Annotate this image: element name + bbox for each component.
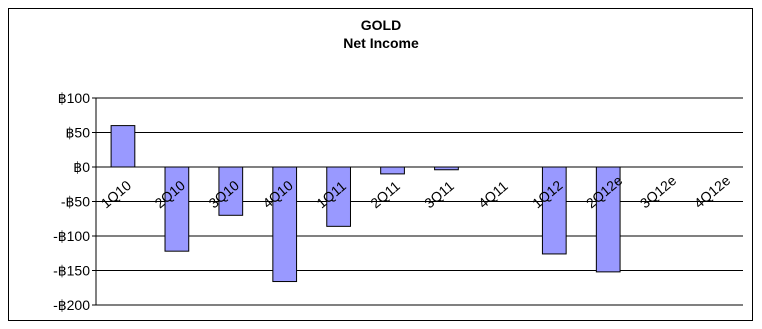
x-tick-labels: 1Q10 2Q10 3Q10 4Q10 1Q11 2Q11 3Q11 4Q11 1Q12 2Q12… [98,172,734,211]
y-tick-label: -฿50 [61,194,90,210]
grid-lines [96,97,743,306]
x-tick-label: 3Q11 [421,178,457,212]
bar-2q12e [595,166,621,273]
y-tick-label: -฿150 [53,263,90,279]
y-tick-label: ฿0 [73,159,90,175]
y-tick-label: -฿100 [53,228,90,244]
chart-title: GOLD Net Income [0,16,762,52]
x-tick-label: 2Q11 [367,178,403,212]
chart-subtitle-line: Net Income [343,35,419,51]
y-tick-label: ฿50 [66,125,91,141]
bar-4q10 [272,166,298,283]
bar-1q10 [110,125,136,168]
bars [110,125,621,283]
x-tick-label: 3Q12e [637,172,680,211]
bar-3q10 [218,166,244,216]
y-tick-label: ฿100 [58,90,90,106]
y-tick-label: -฿200 [53,297,90,313]
x-tick-label: 4Q11 [475,178,511,212]
chart-title-line: GOLD [360,17,402,33]
bar-2q11 [380,166,405,175]
bar-1q12 [541,166,567,255]
x-tick-label: 1Q10 [98,177,135,211]
y-tick-labels: ฿100 ฿50 ฿0 -฿50 -฿100 -฿150 -฿200 [53,90,90,313]
bar-1q11 [326,166,351,227]
bar-3q11 [434,166,459,171]
x-tick-label: 4Q12e [691,172,734,211]
axes [92,97,97,306]
bar-2q10 [164,166,190,252]
